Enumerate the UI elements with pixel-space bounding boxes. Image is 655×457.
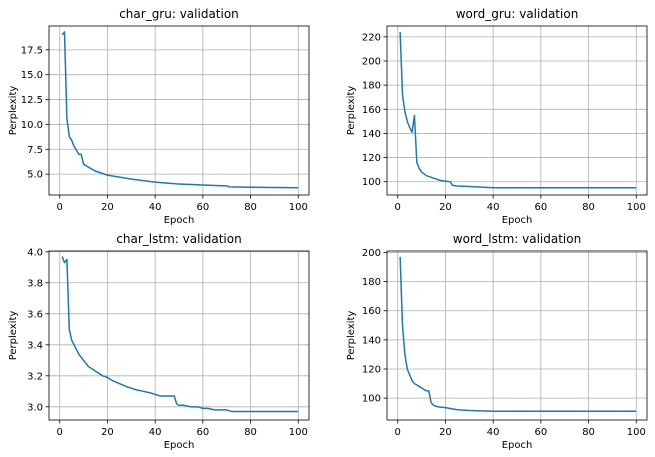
subplot-2: 0 20 40 60 80 100 100 120 140 160 180 200 220 word_gr… xyxy=(346,7,648,226)
x-tick-label: 20 xyxy=(101,427,114,438)
subplot-4: 0 20 40 60 80 100 100 120 140 160 180 200 word_lstm:… xyxy=(346,232,648,451)
x-tick-label: 0 xyxy=(57,427,63,438)
y-tick-label: 3.0 xyxy=(27,402,43,413)
x-tick-label: 40 xyxy=(487,202,500,213)
y-tick-label: 120 xyxy=(362,365,381,376)
y-tick-label: 220 xyxy=(362,32,381,43)
series-line xyxy=(61,31,299,189)
x-tick-label: 100 xyxy=(289,202,308,213)
x-tick-label: 60 xyxy=(534,427,547,438)
series-line xyxy=(399,256,637,413)
y-tick-label: 3.2 xyxy=(27,371,43,382)
x-tick-label: 60 xyxy=(196,202,209,213)
plot-area xyxy=(387,251,647,420)
x-tick-label: 80 xyxy=(582,427,595,438)
y-tick-label: 4.0 xyxy=(27,247,43,258)
y-tick-label: 12.5 xyxy=(21,95,43,106)
x-tick-label: 20 xyxy=(439,202,452,213)
x-tick-label: 0 xyxy=(395,202,401,213)
x-axis-label: Epoch xyxy=(164,215,195,226)
series-line xyxy=(399,32,637,189)
y-tick-label: 3.6 xyxy=(27,309,43,320)
x-tick-label: 100 xyxy=(627,202,646,213)
y-tick-label: 200 xyxy=(362,57,381,68)
chart-title: word_gru: validation xyxy=(456,7,579,21)
y-axis-label: Perplexity xyxy=(8,311,19,361)
x-axis-label: Epoch xyxy=(502,215,533,226)
plot-area xyxy=(387,26,647,195)
x-tick-label: 40 xyxy=(487,427,500,438)
x-tick-label: 20 xyxy=(101,202,114,213)
y-tick-label: 120 xyxy=(362,153,381,164)
axes-frame xyxy=(48,250,310,421)
y-tick-label: 180 xyxy=(362,277,381,288)
x-tick-label: 60 xyxy=(534,202,547,213)
x-axis-label: Epoch xyxy=(164,440,195,451)
y-tick-label: 5.0 xyxy=(27,170,43,181)
y-axis-label: Perplexity xyxy=(346,86,357,136)
y-tick-label: 15.0 xyxy=(21,70,43,81)
y-tick-label: 17.5 xyxy=(21,45,43,56)
x-tick-label: 60 xyxy=(196,427,209,438)
y-tick-label: 200 xyxy=(362,248,381,259)
x-tick-label: 20 xyxy=(439,427,452,438)
y-tick-label: 180 xyxy=(362,81,381,92)
x-tick-label: 80 xyxy=(582,202,595,213)
x-tick-label: 40 xyxy=(149,427,162,438)
axes-frame xyxy=(386,250,648,421)
x-tick-label: 40 xyxy=(149,202,162,213)
y-tick-label: 140 xyxy=(362,129,381,140)
y-tick-label: 140 xyxy=(362,335,381,346)
chart-title: word_lstm: validation xyxy=(453,232,581,246)
axes-frame xyxy=(386,25,648,196)
y-axis-label: Perplexity xyxy=(8,86,19,136)
chart-title: char_gru: validation xyxy=(119,7,239,21)
y-tick-label: 3.4 xyxy=(27,340,43,351)
x-tick-label: 0 xyxy=(395,427,401,438)
y-tick-label: 10.0 xyxy=(21,120,43,131)
x-tick-label: 100 xyxy=(627,427,646,438)
y-tick-label: 100 xyxy=(362,177,381,188)
x-tick-label: 100 xyxy=(289,427,308,438)
subplot-3: 0 20 40 60 80 100 3.0 3.2 3.4 3.6 3.8 4.0 char_lstm:… xyxy=(8,232,310,451)
x-tick-label: 80 xyxy=(244,427,257,438)
y-tick-label: 7.5 xyxy=(27,145,43,156)
plot-area xyxy=(49,26,309,195)
y-tick-label: 160 xyxy=(362,105,381,116)
y-tick-label: 100 xyxy=(362,394,381,405)
subplot-1: 0 20 40 60 80 100 5.0 7.5 10.0 12.5 15.0 17.5 char_g… xyxy=(8,7,310,226)
axes-frame xyxy=(48,25,310,196)
y-tick-label: 160 xyxy=(362,306,381,317)
plot-area xyxy=(49,251,309,420)
y-axis-label: Perplexity xyxy=(346,311,357,361)
chart-title: char_lstm: validation xyxy=(116,232,241,246)
x-tick-label: 0 xyxy=(57,202,63,213)
y-tick-label: 3.8 xyxy=(27,278,43,289)
x-tick-label: 80 xyxy=(244,202,257,213)
x-axis-label: Epoch xyxy=(502,440,533,451)
series-line xyxy=(61,256,299,413)
